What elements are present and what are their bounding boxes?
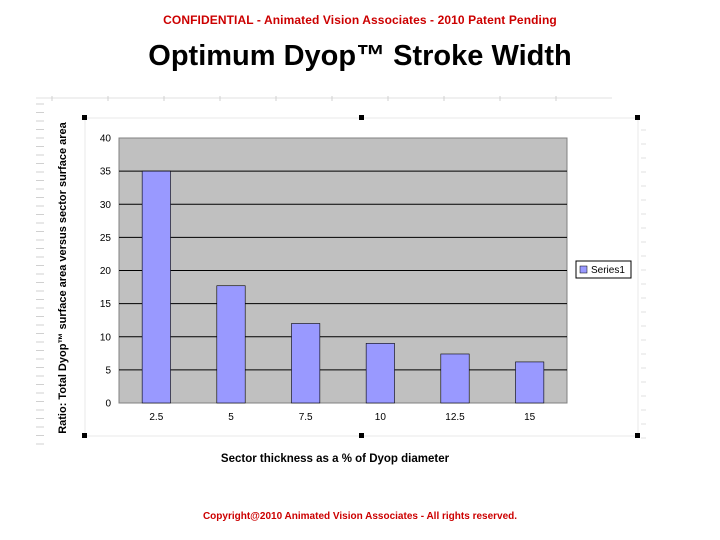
x-axis-title: Sector thickness as a % of Dyop diameter [221, 453, 450, 465]
selection-handle[interactable] [635, 115, 640, 120]
y-tick-label: 10 [100, 332, 112, 343]
gridlines [119, 170, 567, 371]
legend-swatch [579, 265, 588, 274]
y-tick-label: 0 [105, 399, 111, 410]
y-tick-label: 40 [100, 134, 112, 145]
y-tick-label: 5 [105, 365, 111, 376]
y-tick-label: 35 [100, 167, 112, 178]
x-tick-label: 12.5 [445, 412, 465, 423]
legend: Series1 [575, 260, 632, 279]
selection-handle[interactable] [82, 115, 87, 120]
ruler-marks [36, 96, 646, 445]
x-tick-label: 7.5 [299, 412, 313, 423]
bar-7.5[interactable] [291, 323, 321, 404]
selection-handle[interactable] [359, 115, 364, 120]
x-tick-label: 15 [524, 412, 536, 423]
x-tick-label: 5 [228, 412, 234, 423]
x-tick-label: 10 [375, 412, 387, 423]
y-tick-label: 25 [100, 233, 112, 244]
bar-12.5[interactable] [440, 353, 470, 404]
slide-title: Optimum Dyop™ Stroke Width [148, 40, 572, 72]
bars [141, 170, 545, 404]
bar-5[interactable] [216, 285, 246, 404]
copyright-footer: Copyright@2010 Animated Vision Associate… [202, 511, 518, 522]
selection-handle[interactable] [635, 433, 640, 438]
bar-15[interactable] [515, 361, 545, 404]
y-tick-label: 20 [100, 266, 112, 277]
bar-2.5[interactable] [141, 170, 171, 404]
x-tick-labels: 2.5 5 7.5 10 12.5 15 [149, 412, 535, 423]
legend-label: Series1 [591, 265, 625, 276]
selection-handle[interactable] [359, 433, 364, 438]
y-tick-label: 30 [100, 200, 112, 211]
y-tick-label: 15 [100, 299, 112, 310]
y-axis-title: Ratio: Total Dyop™ surface area versus s… [57, 121, 69, 433]
y-tick-labels: 0 5 10 15 20 25 30 35 40 [100, 134, 112, 410]
x-tick-label: 2.5 [149, 412, 163, 423]
confidential-banner: CONFIDENTIAL - Animated Vision Associate… [163, 13, 557, 27]
bar-10[interactable] [365, 343, 395, 404]
selection-handle[interactable] [82, 433, 87, 438]
